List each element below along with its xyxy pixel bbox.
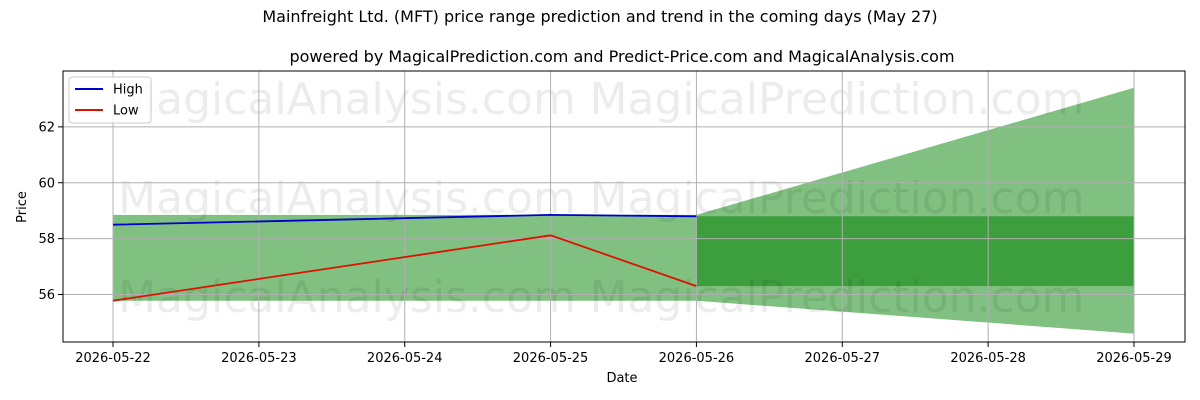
x-tick-label: 2026-05-27	[805, 351, 881, 366]
series-line-low	[112, 234, 697, 302]
plot-frame	[62, 70, 1186, 343]
plot-area: MagicalAnalysis.com MagicalPrediction.com…	[38, 70, 1186, 366]
y-axis-label: Price	[15, 191, 30, 223]
series-line-high	[112, 213, 697, 226]
y-tick-label: 62	[38, 120, 55, 135]
prediction-inner-band	[696, 216, 1134, 287]
x-tick-label: 2026-05-25	[513, 351, 589, 366]
watermark-text: MagicalPrediction.com	[590, 272, 1085, 323]
x-tick-label: 2026-05-26	[659, 351, 735, 366]
chart-subtitle: powered by MagicalPrediction.com and Pre…	[289, 47, 954, 66]
x-tick-label: 2026-05-28	[950, 351, 1026, 366]
x-tick-label: 2026-05-23	[221, 351, 297, 366]
x-axis-label: Date	[606, 371, 637, 386]
x-tick-label: 2026-05-24	[367, 351, 443, 366]
y-tick-label: 56	[38, 288, 55, 303]
legend-label-low: Low	[113, 104, 139, 119]
chart-title: Mainfreight Ltd. (MFT) price range predi…	[262, 7, 937, 26]
y-tick-label: 58	[38, 232, 55, 247]
x-tick-label: 2026-05-22	[75, 351, 151, 366]
watermark-text: MagicalAnalysis.com	[118, 74, 576, 125]
watermark-text: MagicalAnalysis.com	[118, 272, 576, 323]
watermark-text: MagicalPrediction.com	[590, 74, 1085, 125]
legend-label-high: High	[113, 83, 143, 98]
x-tick-label: 2026-05-29	[1096, 351, 1172, 366]
y-tick-label: 60	[38, 176, 55, 191]
